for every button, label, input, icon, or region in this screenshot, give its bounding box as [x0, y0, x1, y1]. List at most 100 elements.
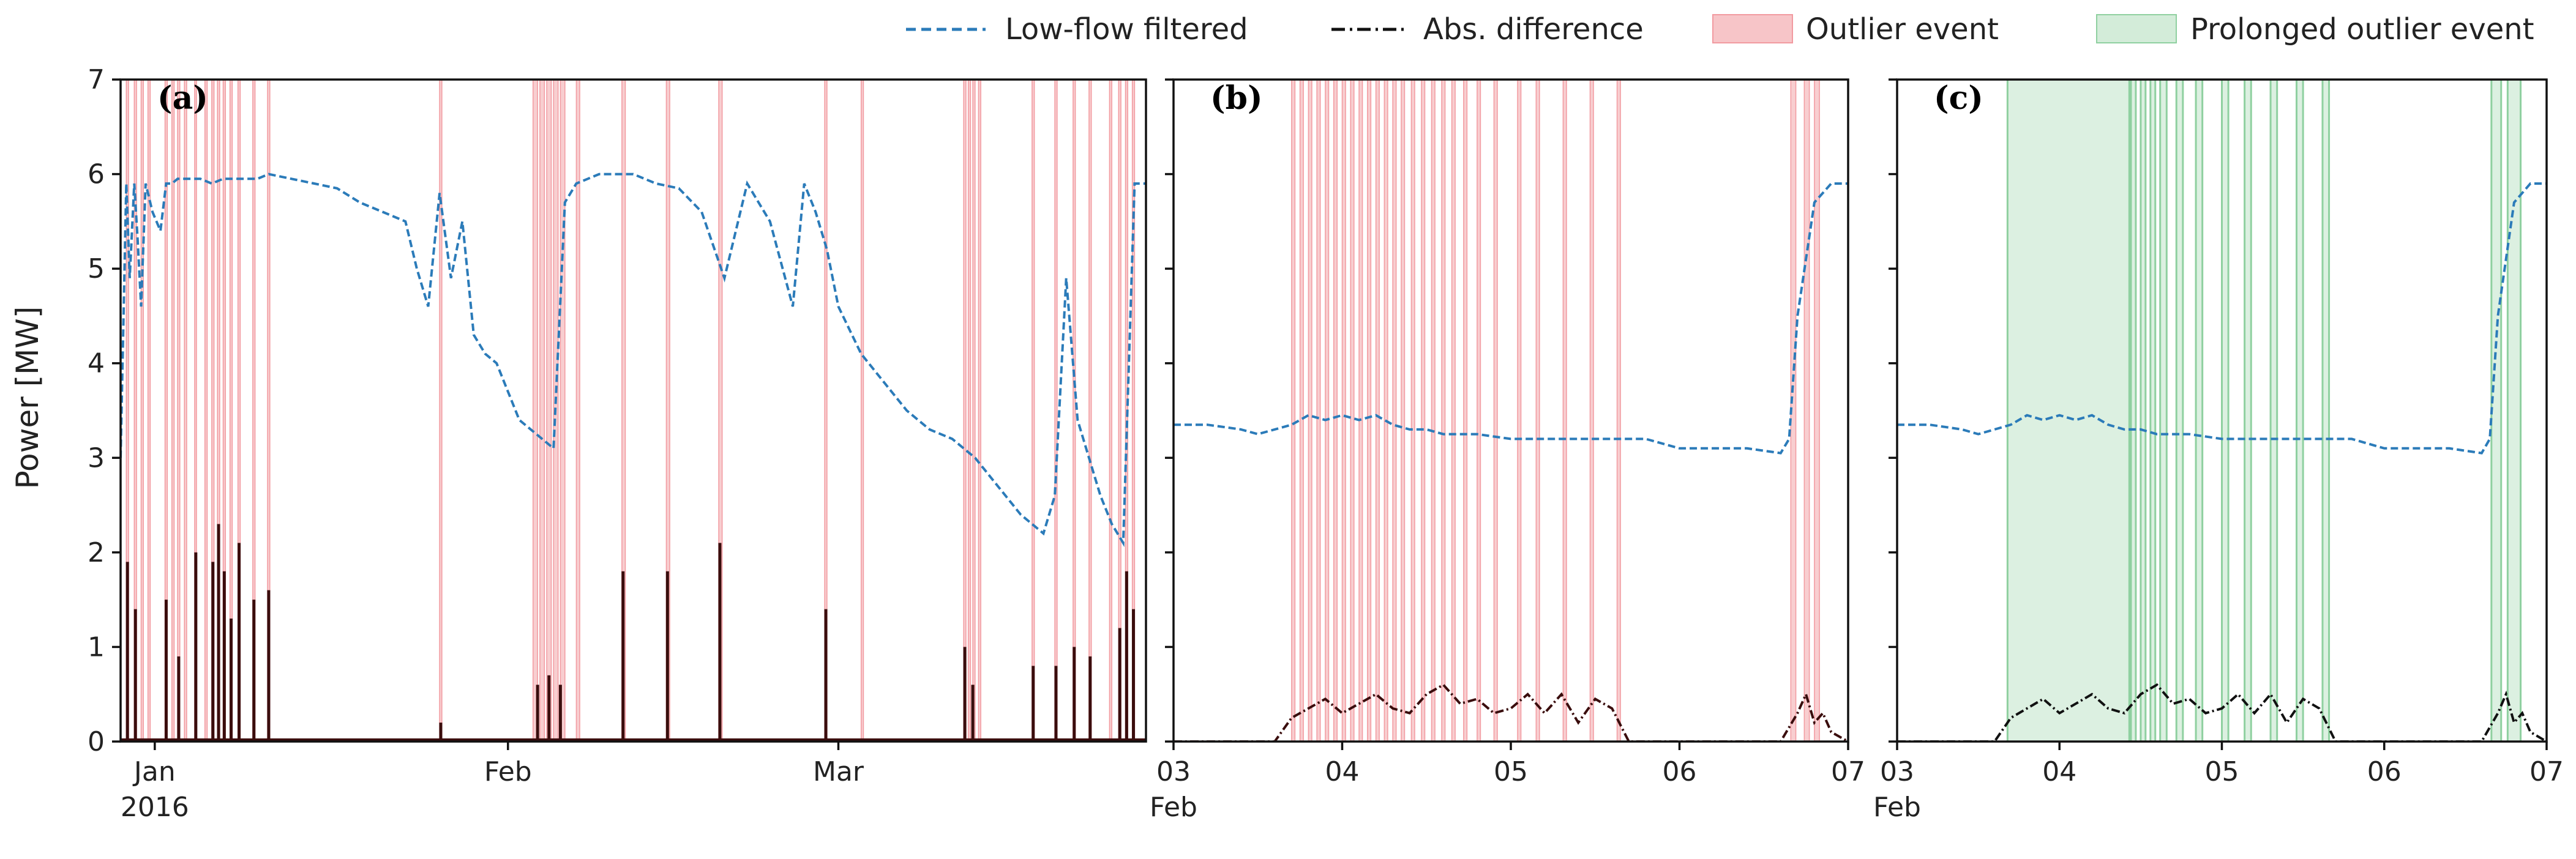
- outlier-event-span: [972, 80, 976, 742]
- low-flow-filtered-series: [1174, 182, 1848, 455]
- prolonged-event-span: [2296, 80, 2304, 742]
- outlier-event-span: [1562, 80, 1567, 742]
- legend-outlier-label: Outlier event: [1806, 12, 1999, 46]
- plot-area: [121, 80, 1146, 742]
- panel-label: (b): [1210, 80, 1263, 117]
- outlier-event-span: [1109, 80, 1112, 742]
- outlier-event-span: [1451, 80, 1456, 742]
- outlier-event-span: [1032, 80, 1035, 742]
- x-tick-label: 03: [1880, 756, 1914, 787]
- panel-b: 03 Feb 04 05 06 07 (b): [1150, 78, 1865, 823]
- prolonged-event-span: [2175, 80, 2184, 742]
- low-flow-filtered-series: [121, 173, 1146, 548]
- x-tick-sublabel: Feb: [1873, 792, 1921, 823]
- y-tick-label: 0: [88, 726, 105, 757]
- outlier-event-span: [1535, 80, 1540, 742]
- outlier-event-span: [1316, 80, 1321, 742]
- abs-difference-series: [1897, 683, 2547, 742]
- outlier-event-span: [1325, 80, 1330, 742]
- panel-label: (c): [1934, 80, 1983, 117]
- abs-difference-series: [1174, 683, 1848, 742]
- outlier-event-span: [1589, 80, 1594, 742]
- outlier-event-span: [222, 80, 226, 742]
- outlier-event-span: [963, 80, 967, 742]
- outlier-event-span: [1118, 80, 1121, 742]
- axes-frame: [119, 78, 1147, 743]
- outlier-event-span: [1441, 80, 1446, 742]
- x-tick-label: Jan: [132, 756, 176, 787]
- outlier-event-span: [194, 80, 197, 742]
- outlier-event-span: [1341, 80, 1346, 742]
- x-tick-label: 06: [1663, 756, 1697, 787]
- outlier-event-span: [229, 80, 233, 742]
- prolonged-event-span: [2195, 80, 2204, 742]
- legend-low-flow-label: Low-flow filtered: [1005, 12, 1248, 46]
- x-tick-sublabel: Feb: [1150, 792, 1197, 823]
- y-axis-title: Power [MW]: [10, 307, 45, 489]
- outlier-event-span: [1517, 80, 1522, 742]
- outlier-event-span: [1054, 80, 1058, 742]
- prolonged-event-span: [2130, 80, 2137, 742]
- outlier-event-span: [171, 80, 175, 742]
- outlier-event-span: [824, 80, 828, 742]
- outlier-event-span: [1392, 80, 1397, 742]
- legend-abs-diff-label: Abs. difference: [1423, 12, 1644, 46]
- y-tick-label: 7: [88, 64, 105, 95]
- prolonged-event-span: [2159, 80, 2168, 742]
- x-tick-label: 07: [1831, 756, 1865, 787]
- x-tick-label: 04: [1325, 756, 1360, 787]
- outlier-event-span: [217, 80, 220, 742]
- plot-area: [1897, 80, 2547, 742]
- y-tick-label: 3: [88, 442, 105, 474]
- outlier-event-span: [1410, 80, 1415, 742]
- x-tick-label: 05: [2205, 756, 2239, 787]
- legend: Low-flow filtered Abs. difference Outlie…: [906, 12, 2534, 46]
- prolonged-event-span: [2149, 80, 2157, 742]
- outlier-event-span: [860, 80, 864, 742]
- outlier-event-span: [125, 80, 129, 742]
- x-tick-label: 03: [1156, 756, 1191, 787]
- outlier-event-span: [1299, 80, 1304, 742]
- x-tick-label: 07: [2529, 756, 2564, 787]
- outlier-event-span: [665, 80, 670, 742]
- prolonged-event-span: [2221, 80, 2230, 742]
- outlier-event-span: [267, 80, 271, 742]
- outlier-event-span: [1291, 80, 1296, 742]
- low-flow-filtered-series: [1897, 182, 2547, 455]
- outlier-event-span: [1616, 80, 1621, 742]
- outlier-event-span: [1493, 80, 1498, 742]
- outlier-event-span: [140, 80, 144, 742]
- prolonged-event-span: [2140, 80, 2147, 742]
- outlier-event-span: [1463, 80, 1468, 742]
- panel-a: 0 1 2 3 4 5 6 7 Jan 2016 Feb Mar (a): [88, 64, 1147, 823]
- outlier-event-span: [1814, 80, 1820, 742]
- outlier-event-span: [439, 80, 443, 742]
- y-tick-label: 4: [88, 348, 105, 379]
- x-tick-label: Feb: [484, 756, 532, 787]
- y-tick-label: 2: [88, 537, 105, 568]
- y-tick-label: 6: [88, 159, 105, 190]
- outlier-event-span: [164, 80, 168, 742]
- outlier-event-span: [575, 80, 580, 742]
- legend-prolonged-label: Prolonged outlier event: [2190, 12, 2534, 46]
- prolonged-event-span: [2506, 80, 2522, 742]
- legend-prolonged-swatch: [2096, 14, 2177, 43]
- outlier-event-span: [1421, 80, 1426, 742]
- x-tick-label: Mar: [813, 756, 864, 787]
- outlier-event-span: [177, 80, 181, 742]
- outlier-event-span: [1358, 80, 1363, 742]
- outlier-event-span: [1803, 80, 1810, 742]
- legend-outlier-swatch: [1712, 14, 1793, 43]
- outlier-event-span: [184, 80, 187, 742]
- outlier-event-span: [1401, 80, 1406, 742]
- outlier-event-span: [211, 80, 215, 742]
- outlier-event-span: [1131, 80, 1136, 742]
- outlier-event-span: [204, 80, 208, 742]
- outlier-event-span: [1477, 80, 1481, 742]
- outlier-event-span: [546, 80, 552, 742]
- outlier-event-span: [621, 80, 626, 742]
- outlier-event-span: [1350, 80, 1355, 742]
- outlier-event-span: [1333, 80, 1338, 742]
- y-tick-label: 5: [88, 253, 105, 284]
- outlier-event-span: [1308, 80, 1312, 742]
